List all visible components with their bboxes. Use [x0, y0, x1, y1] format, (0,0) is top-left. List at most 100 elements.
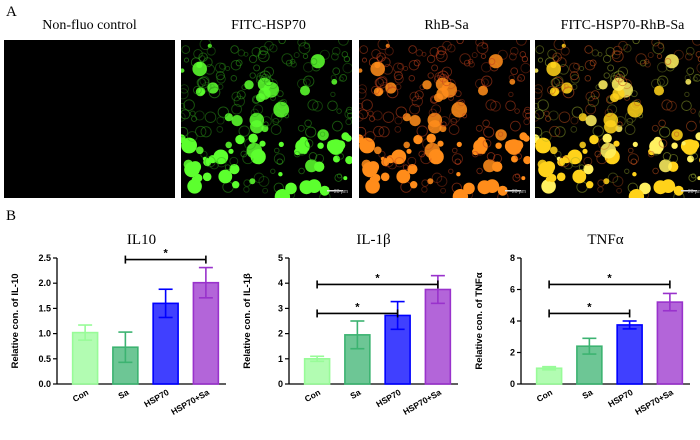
cell [300, 180, 314, 194]
cell [425, 143, 441, 159]
cell [362, 100, 373, 111]
cell [298, 125, 304, 131]
cell [659, 120, 666, 127]
category-label: Sa [580, 387, 594, 401]
image-title-non-fluo: Non-fluo control [2, 18, 177, 34]
cell [511, 121, 521, 131]
cell [237, 91, 245, 99]
cell [259, 141, 265, 147]
cell [654, 180, 668, 194]
cell [608, 65, 614, 71]
cell [370, 62, 385, 77]
cell [205, 112, 216, 123]
cell [265, 41, 274, 50]
cell [524, 119, 530, 125]
cell [244, 187, 249, 192]
cell [336, 140, 346, 150]
cell [601, 143, 617, 159]
cell [184, 100, 195, 111]
cell [544, 161, 556, 173]
category-label: HSP70 [374, 387, 403, 409]
cell [279, 40, 285, 44]
cell [478, 86, 488, 96]
cell [586, 181, 593, 188]
cell [427, 134, 436, 143]
cell [339, 40, 349, 45]
cell [671, 143, 677, 149]
cell [657, 54, 661, 58]
cell [571, 117, 578, 124]
cell [544, 111, 549, 116]
cell [598, 187, 603, 192]
y-tick-label: 2.0 [38, 278, 51, 288]
cell [244, 180, 251, 187]
cell [381, 173, 390, 182]
cell [374, 147, 382, 155]
cell [395, 117, 402, 124]
cell [514, 140, 524, 150]
category-label: HSP70 [606, 387, 635, 409]
scale-bar-label: 20 μm [512, 189, 526, 195]
y-axis-label: Relative con. of IL-1β [242, 273, 253, 369]
scale-bar-label: 20 μm [334, 189, 348, 195]
y-tick-label: 3 [278, 303, 283, 313]
cell [618, 67, 627, 76]
cell [403, 142, 410, 149]
cell [278, 172, 282, 176]
significance-label: * [163, 248, 168, 260]
cell [182, 46, 190, 54]
cell [603, 134, 612, 143]
cell [342, 52, 348, 58]
cell [184, 58, 188, 62]
cell [658, 63, 668, 73]
cell [337, 109, 342, 114]
cell [436, 51, 447, 62]
y-axis-label: Relative con. of TNFα [474, 272, 485, 369]
cell [457, 40, 463, 44]
cell [572, 107, 582, 117]
significance-label: * [607, 272, 612, 284]
category-label: Con [71, 387, 90, 404]
cell [258, 51, 269, 62]
y-tick-label: 2 [510, 348, 515, 358]
cell [231, 76, 237, 82]
cell [559, 112, 570, 123]
cell [343, 63, 352, 73]
y-tick-label: 0.0 [38, 379, 51, 389]
cell [409, 46, 417, 54]
cell [217, 117, 224, 124]
chart-title: IL-1β [356, 232, 390, 248]
cell [690, 140, 700, 150]
cell [300, 86, 310, 96]
cell [506, 141, 510, 145]
cell [282, 54, 292, 64]
cell [520, 52, 526, 58]
cell [328, 101, 338, 111]
chart-title: IL10 [127, 232, 156, 248]
panel-b-letter: B [6, 208, 16, 225]
cell [572, 170, 586, 184]
cell [415, 91, 423, 99]
cell [510, 53, 517, 60]
cell [422, 187, 427, 192]
cell [299, 168, 305, 174]
y-axis-label: Relative con. of IL-10 [10, 273, 21, 368]
cell [317, 129, 328, 140]
y-tick-label: 6 [510, 285, 515, 295]
cell [373, 111, 382, 120]
cell [613, 141, 619, 147]
cell [317, 143, 323, 149]
cell [250, 73, 255, 78]
cell [345, 135, 352, 142]
cell [591, 91, 599, 99]
cell [521, 176, 525, 180]
cell [509, 92, 513, 96]
cell [693, 40, 700, 45]
micrograph-rhb-sa: 20 μm [359, 40, 530, 198]
cell [612, 51, 623, 62]
cell [523, 135, 530, 142]
category-label: HSP70+Sa [401, 387, 443, 417]
cell [271, 169, 275, 173]
